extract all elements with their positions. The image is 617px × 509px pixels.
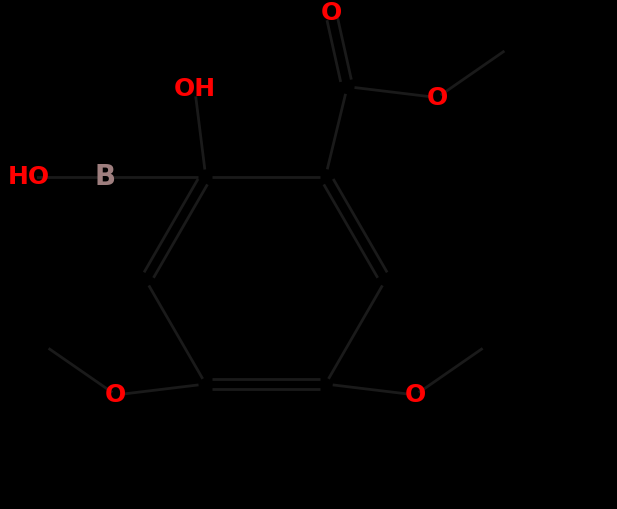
Text: O: O bbox=[426, 86, 448, 109]
Text: O: O bbox=[320, 1, 342, 25]
Text: O: O bbox=[106, 383, 126, 407]
Text: O: O bbox=[405, 383, 426, 407]
Text: OH: OH bbox=[174, 77, 216, 101]
Text: HO: HO bbox=[7, 164, 50, 188]
Text: B: B bbox=[94, 162, 115, 190]
